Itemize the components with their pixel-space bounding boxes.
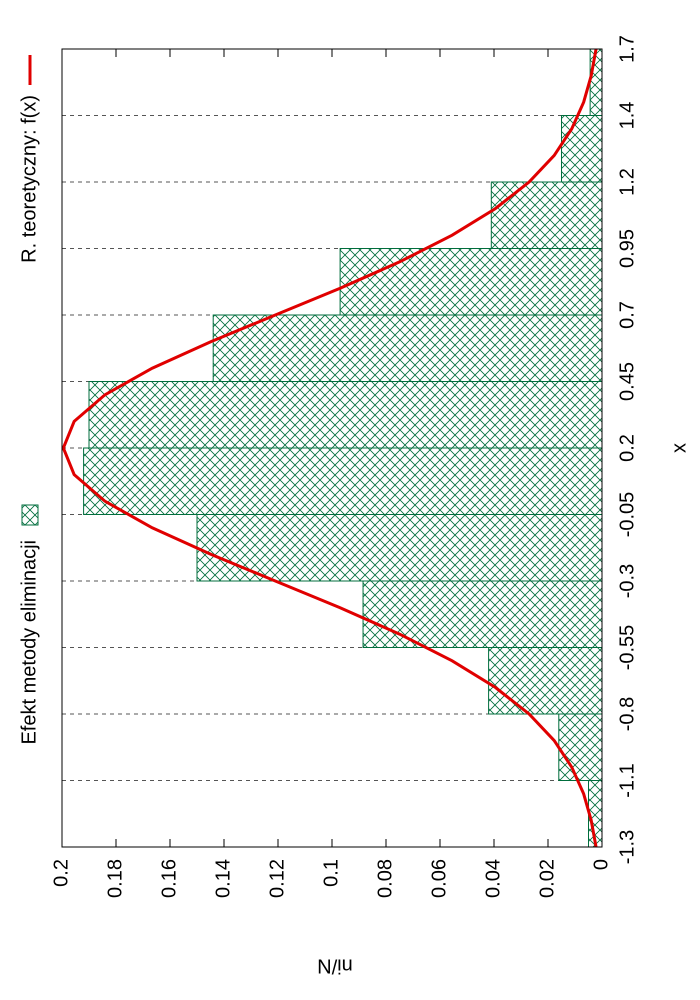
y-tick-label: 0.2 — [50, 859, 72, 887]
y-tick-label: 0.14 — [212, 859, 234, 898]
y-tick-label: 0.02 — [536, 859, 558, 898]
y-tick-label: 0.08 — [374, 859, 396, 898]
y-tick-label: 0.06 — [428, 859, 450, 898]
histogram-bar — [558, 713, 603, 781]
x-tick-label: 1.7 — [616, 35, 638, 63]
x-tick-label: -0.55 — [616, 625, 638, 671]
theory-curve — [61, 48, 598, 848]
x-axis-label: x — [668, 443, 690, 453]
y-tick-label: 0.1 — [320, 859, 342, 887]
y-tick-label: 0.16 — [158, 859, 180, 898]
rotated-plot: ni/N x -1.3 -1.1 -0.8 -0.55 -0.3 -0.05 0.2 0.45… — [18, 35, 690, 977]
y-axis-label: ni/N — [317, 955, 353, 977]
legend-label: R. teoretyczny: f(x) — [18, 95, 40, 263]
x-tick-label: -0.8 — [616, 697, 638, 731]
legend-label: Efekt metody eliminacji — [18, 540, 40, 745]
x-tick-label: 1.2 — [616, 168, 638, 196]
y-tick-label: 0 — [590, 859, 612, 870]
y-tick-label: 0.12 — [266, 859, 288, 898]
x-tick-label: -0.05 — [616, 492, 638, 538]
histogram-bar — [83, 447, 603, 515]
histogram-bar — [196, 514, 603, 582]
histogram-bar — [490, 181, 603, 249]
x-tick-label: 0.2 — [616, 434, 638, 462]
x-tick-label: -1.1 — [616, 763, 638, 797]
plot-frame — [61, 48, 603, 848]
x-tick-label: 0.45 — [616, 362, 638, 401]
histogram-bar — [88, 381, 603, 449]
histogram-bar — [362, 580, 603, 648]
x-tick-label: -1.3 — [616, 830, 638, 864]
y-tick-label: 0.04 — [482, 859, 504, 898]
legend-swatch — [21, 504, 39, 526]
x-tick-label: 1.4 — [616, 102, 638, 130]
x-tick-label: -0.3 — [616, 564, 638, 598]
x-tick-label: 0.7 — [616, 301, 638, 329]
histogram-bar — [561, 115, 603, 183]
histogram-bar — [488, 647, 603, 715]
x-tick-label: 0.95 — [616, 229, 638, 268]
y-tick-label: 0.18 — [104, 859, 126, 898]
histogram-bar — [589, 48, 603, 116]
histogram-bar — [212, 314, 603, 382]
histogram-bar — [339, 248, 603, 316]
